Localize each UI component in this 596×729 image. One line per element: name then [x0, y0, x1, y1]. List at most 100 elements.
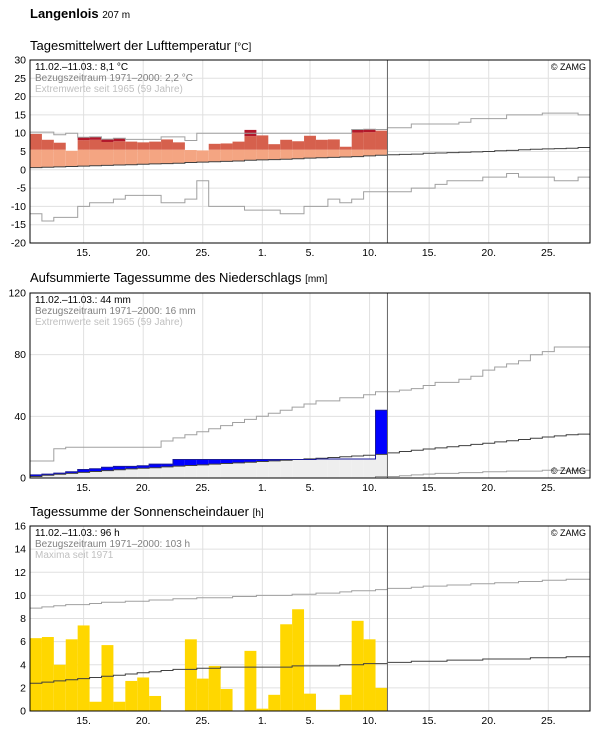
precipitation-excess-bar [220, 459, 233, 464]
temperature-bar-record [351, 129, 364, 133]
temperature-bar [30, 149, 42, 168]
precipitation-plot-frame [29, 292, 591, 479]
sunshine-bar [41, 637, 54, 711]
precipitation-normal-area [220, 463, 233, 478]
sunshine-bar [137, 677, 150, 711]
precipitation-excess-bar [30, 474, 42, 477]
temperature-bar [315, 149, 328, 158]
precipitation-normal-area [256, 461, 269, 478]
precipitation-x-tick-label: 10. [362, 482, 377, 494]
sunshine-y-tick-label: 16 [14, 521, 26, 533]
sunshine-bar [244, 650, 257, 711]
temperature-chart [29, 59, 591, 244]
temperature-bar [304, 149, 316, 159]
temperature-bar [268, 149, 281, 160]
temperature-bar-warm [149, 141, 162, 150]
precipitation-normal-area [244, 462, 257, 478]
precipitation-excess-bar [244, 459, 257, 463]
precipitation-y-tick-label: 40 [14, 411, 26, 423]
precipitation-normal-area [77, 472, 90, 478]
temperature-bar [89, 149, 102, 166]
sunshine-y-tick-label: 0 [20, 706, 26, 718]
temperature-bar [196, 150, 209, 163]
precipitation-y-tick-label: 80 [14, 349, 26, 361]
precipitation-chart [29, 292, 591, 479]
precipitation-normal-area [184, 465, 197, 478]
temperature-bar-warm [125, 141, 138, 150]
temperature-bar-warm [315, 139, 328, 150]
precipitation-normal-line [30, 433, 590, 477]
sunshine-y-tick-label: 12 [14, 567, 26, 579]
temperature-y-tick-label: -10 [11, 201, 26, 213]
temperature-bar-warm [172, 142, 185, 150]
sunshine-bar [208, 665, 221, 711]
precipitation-info-period: 11.02.–11.03.: 44 mm [35, 295, 131, 306]
sunshine-info-normal: Bezugszeitraum 1971–2000: 103 h [35, 539, 190, 550]
sunshine-info-period: 11.02.–11.03.: 96 h [35, 528, 120, 539]
temperature-bar [244, 149, 257, 161]
precipitation-normal-area [89, 471, 102, 478]
temperature-x-tick-label: 15. [422, 247, 437, 259]
precipitation-normal-area [268, 460, 281, 478]
precipitation-x-tick-label: 15. [422, 482, 437, 494]
temperature-bar-warm [41, 139, 54, 150]
temperature-bar-warm [304, 135, 316, 150]
sunshine-x-tick-label: 15. [422, 715, 437, 727]
temperature-info-extremes: Extremwerte seit 1965 (59 Jahre) [35, 84, 183, 95]
temperature-bar-warm [327, 139, 340, 150]
sunshine-x-tick-label: 10. [362, 715, 377, 727]
temperature-bar [208, 149, 221, 162]
temperature-y-tick-label: -5 [17, 183, 26, 195]
temperature-bar [220, 149, 233, 162]
temperature-y-tick-label: 20 [14, 91, 26, 103]
temperature-bar [232, 149, 245, 162]
temperature-bar-warm [113, 141, 126, 150]
sunshine-title-text: Tagessumme der Sonnenscheindauer [30, 504, 249, 519]
sunshine-x-tick-label: 20. [481, 715, 496, 727]
temperature-bar [351, 149, 364, 157]
temperature-y-tick-label: 0 [20, 164, 26, 176]
temperature-bar-warm [280, 139, 293, 150]
sunshine-y-tick-label: 8 [20, 613, 26, 625]
precipitation-normal-area [101, 470, 114, 478]
precipitation-x-tick-label: 20. [481, 482, 496, 494]
precipitation-normal-area [172, 466, 185, 478]
temperature-y-tick-label: 15 [14, 109, 26, 121]
temperature-bar-warm [101, 141, 114, 150]
sunshine-y-tick-label: 10 [14, 590, 26, 602]
temperature-bar-warm [53, 142, 66, 150]
temperature-record-min-line [30, 173, 590, 222]
precipitation-chart-title: Aufsummierte Tagessumme des Niederschlag… [30, 270, 327, 285]
sunshine-bar [256, 708, 269, 711]
precipitation-excess-bar [125, 466, 138, 469]
temperature-bar [161, 149, 173, 164]
temperature-bar-warm [244, 136, 257, 150]
temperature-bar-record [113, 138, 126, 142]
sunshine-unit: [h] [252, 508, 264, 519]
temperature-bar-warm [268, 144, 281, 150]
temperature-credit: © ZAMG [551, 62, 586, 72]
sunshine-bar [268, 694, 281, 711]
precipitation-normal-area [327, 459, 340, 478]
precipitation-normal-area [161, 466, 173, 478]
temperature-y-tick-label: 30 [14, 55, 26, 67]
temperature-bar-warm [220, 143, 233, 150]
temperature-bar [280, 149, 293, 160]
temperature-bar [327, 149, 340, 158]
sunshine-bar [89, 701, 102, 711]
temperature-bar [375, 149, 388, 156]
precipitation-normal-area [149, 467, 162, 478]
precipitation-x-tick-label: 25. [541, 482, 556, 494]
temperature-bar-warm [161, 139, 173, 150]
temperature-bar-record [363, 129, 376, 133]
temperature-bar-warm [256, 135, 269, 150]
sunshine-bar [220, 689, 233, 711]
sunshine-info-extremes: Maxima seit 1971 [35, 550, 114, 561]
precipitation-excess-bar [41, 474, 54, 476]
temperature-bar-record [89, 136, 102, 140]
precipitation-excess-bar [161, 464, 173, 467]
temperature-bar [184, 150, 197, 163]
sunshine-bar [315, 709, 328, 711]
temperature-bar-warm [375, 130, 388, 150]
temperature-info-normal: Bezugszeitraum 1971–2000: 2,2 °C [35, 73, 193, 84]
